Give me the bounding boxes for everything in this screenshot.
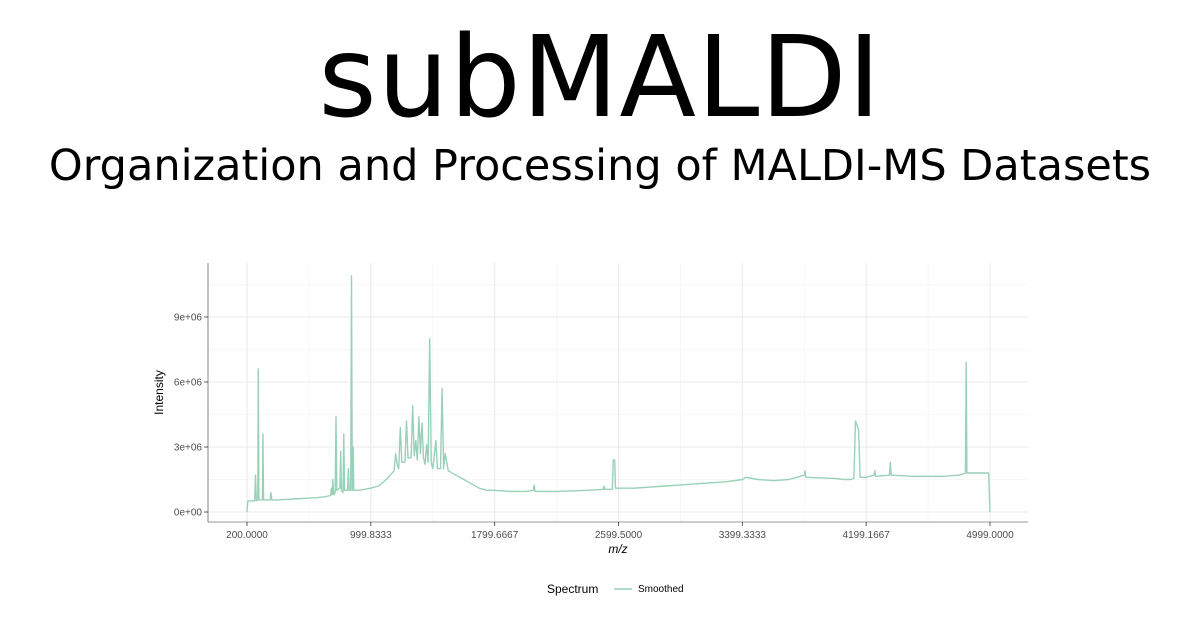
x-tick-label: 4199.1667	[843, 530, 891, 541]
x-tick-label: 2599.5000	[595, 530, 643, 541]
series-layer	[246, 275, 991, 513]
legend-entry-smoothed: Smoothed	[638, 584, 684, 595]
x-axis-title: m/z	[608, 542, 627, 556]
y-tick-label: 0e+00	[174, 508, 203, 519]
app-title: subMALDI	[318, 13, 882, 143]
x-tick-label: 200.0000	[226, 530, 268, 541]
y-tick-label: 9e+06	[174, 313, 203, 324]
x-tick-label: 3399.3333	[719, 530, 767, 541]
y-tick-label: 6e+06	[174, 378, 203, 389]
x-tick-label: 999.8333	[350, 530, 392, 541]
series-line-smoothed	[246, 275, 991, 513]
legend-title: Spectrum	[547, 582, 598, 596]
axes: 200.0000 999.8333 1799.6667 2599.5000 3399.3…	[152, 263, 1028, 556]
y-tick-label: 3e+06	[174, 443, 203, 454]
y-axis-title: Intensity	[152, 370, 166, 415]
legend: Spectrum Smoothed	[547, 582, 684, 596]
x-tick-label: 4999.0000	[966, 530, 1014, 541]
app-subtitle: Organization and Processing of MALDI-MS …	[48, 141, 1152, 191]
grid-major	[208, 263, 1028, 522]
x-tick-label: 1799.6667	[471, 530, 519, 541]
